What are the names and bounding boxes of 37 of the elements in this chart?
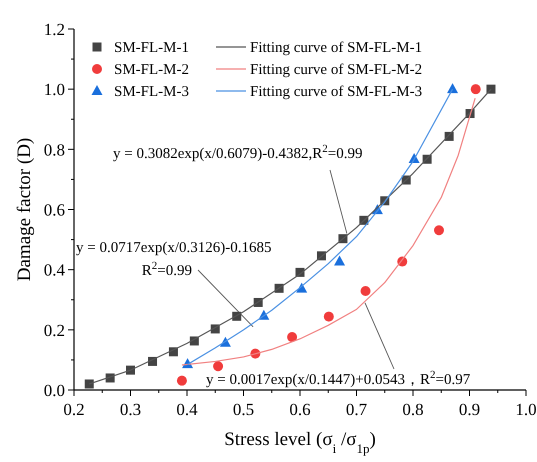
annotation: y = 0.0017exp(x/0.1447)+0.0543，R$^{2}$=0.97 [206,369,471,388]
point [213,361,224,372]
x-tick-label: 0.4 [176,400,198,419]
legend-label: Fitting curve of SM-FL-M-2 [250,62,422,78]
y-tick-label: 0.2 [44,320,65,340]
y-tick-label: 0.4 [44,260,66,280]
x-tick-label: 1.0 [515,400,537,419]
x-tick-label: 0.2 [63,400,85,419]
y-tick-label: 0.6 [44,200,65,220]
point [360,286,371,296]
y-axis-title: Damage factor (D) [14,138,35,282]
point [287,332,298,342]
legend-label: SM-FL-M-2 [114,62,190,78]
y-tick-label: 0.8 [44,140,65,160]
point [334,256,346,266]
point [176,376,187,386]
legend-label: Fitting curve of SM-FL-M-1 [250,40,422,56]
legend-label: SM-FL-M-3 [114,84,190,100]
x-tick-label: 0.5 [232,400,254,419]
x-tick-label: 0.9 [458,400,480,419]
x-tick-label: 0.6 [289,400,311,419]
point [486,84,496,94]
point [324,312,334,322]
y-tick-label: 1.2 [44,20,65,39]
x-tick-label: 0.3 [120,400,142,419]
x-tick-label: 0.8 [402,400,424,419]
legend-label: SM-FL-M-1 [114,40,190,56]
annotation: y = 0.0717exp(x/0.3126)-0.1685 R$^{2}$=0.99 [76,240,272,279]
y-tick-label: 0.0 [44,381,65,400]
x-axis-title: Stress level (σ$_{i}$ /σ$_{1p}$) [224,429,376,456]
y-tick-label: 1.0 [44,80,65,100]
point [84,379,94,388]
point [470,84,481,94]
point [434,225,444,236]
x-tick-label: 0.7 [346,400,368,419]
legend-label: Fitting curve of SM-FL-M-3 [250,84,422,100]
annotation: y = 0.3082exp(x/0.6079)-0.4382,R$^{2}$=0.99 [113,143,362,162]
